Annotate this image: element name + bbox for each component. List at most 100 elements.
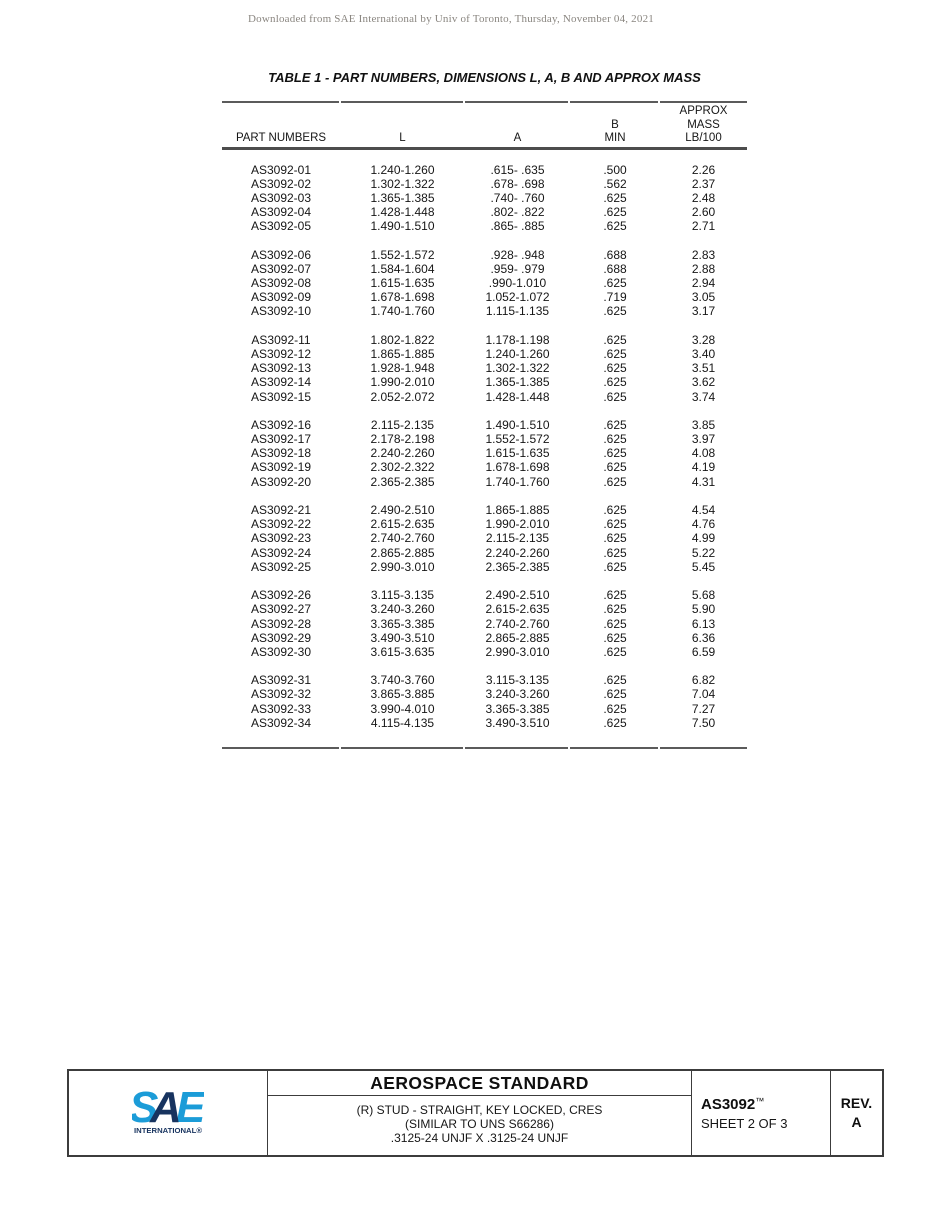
table-row: AS3092-15 2.052-2.072 1.428-1.448 .625 3.74	[222, 390, 747, 404]
table-cell: AS3092-02	[250, 176, 312, 191]
table-cell: 1.365-1.385	[485, 375, 550, 390]
parts-table: PART NUMBERS L A B MIN APPROX MASS LB/10…	[222, 101, 747, 749]
table-cell: AS3092-27	[250, 602, 312, 617]
table-cell: 4.08	[691, 446, 716, 461]
table-cell: 3.240-3.260	[370, 602, 435, 617]
table-cell: 6.36	[691, 630, 716, 645]
column-header-a: A	[513, 132, 522, 144]
table-cell: .625	[603, 219, 627, 234]
table-cell: 1.115-1.135	[485, 304, 550, 319]
table-cell: AS3092-11	[251, 332, 311, 347]
table-cell: 3.97	[691, 432, 716, 447]
table-cell: 3.490-3.510	[485, 715, 550, 730]
table-cell: AS3092-31	[250, 673, 312, 688]
table-cell: AS3092-26	[250, 588, 312, 603]
table-cell: AS3092-30	[250, 644, 312, 659]
table-cell: 2.615-2.635	[370, 517, 435, 532]
table-cell: 1.615-1.635	[485, 446, 550, 461]
table-row-group: AS3092-21 2.490-2.510 1.865-1.885.625 4.54 A…	[222, 503, 747, 574]
table-cell: 1.552-1.572	[485, 432, 550, 447]
table-cell: AS3092-18	[250, 446, 312, 461]
table-row: AS3092-28 3.365-3.385 2.740-2.760 .625 6.13	[222, 617, 747, 631]
table-cell: AS3092-03	[250, 190, 312, 205]
table-cell: .625	[603, 375, 627, 390]
table-row-group: AS3092-11 1.802-1.822 1.178-1.198.625 3.28 A…	[222, 333, 747, 404]
table-row-group: AS3092-26 3.115-3.135 2.490-2.510.625 5.68 A…	[222, 588, 747, 659]
table-cell: 1.302-1.322	[485, 361, 550, 376]
table-row-group: AS3092-16 2.115-2.135 1.490-1.510.625 3.85 A…	[222, 418, 747, 489]
table-cell: .625	[603, 446, 627, 461]
column-header-l: L	[399, 132, 406, 144]
table-cell: AS3092-08	[250, 276, 312, 290]
table-cell: .625	[603, 616, 627, 631]
table-row: AS3092-09 1.678-1.698 1.052-1.072 .719 3.05	[222, 290, 747, 304]
table-row: AS3092-14 1.990-2.010 1.365-1.385 .625 3.62	[222, 375, 747, 389]
table-row: AS3092-26 3.115-3.135 2.490-2.510 .625 5.68	[222, 588, 747, 602]
document-type-heading: AEROSPACE STANDARD	[268, 1071, 691, 1096]
table-cell: 3.490-3.510	[370, 630, 435, 645]
revision-label: REV.	[840, 1095, 873, 1111]
table-cell: 2.865-2.885	[485, 630, 550, 645]
table-row: AS3092-22 2.615-2.635 1.990-2.010 .625 4.76	[222, 517, 747, 531]
table-cell: 1.678-1.698	[485, 460, 550, 475]
logo-letter-s: S	[132, 1087, 158, 1132]
document-number-text: AS3092	[701, 1095, 756, 1113]
table-cell: 3.85	[691, 417, 716, 432]
logo-cell: S E A INTERNATIONAL®	[69, 1071, 268, 1155]
table-row: AS3092-11 1.802-1.822 1.178-1.198 .625 3.28	[222, 333, 747, 347]
table-row: AS3092-17 2.178-2.198 1.552-1.572 .625 3.97	[222, 432, 747, 446]
table-row: AS3092-19 2.302-2.322 1.678-1.698 .625 4.19	[222, 460, 747, 474]
table-cell: 4.115-4.135	[370, 715, 435, 730]
table-cell: AS3092-09	[250, 290, 312, 305]
table-cell: AS3092-12	[250, 346, 312, 361]
table-cell: 2.83	[691, 247, 716, 262]
table-cell: .688	[603, 247, 627, 262]
column-header-approx-mass: APPROX MASS LB/100	[679, 105, 728, 144]
column-header-b-min: B MIN	[604, 118, 626, 145]
table-cell: .625	[603, 517, 627, 532]
table-cell: .625	[603, 304, 627, 319]
table-cell: 4.99	[691, 531, 716, 546]
table-cell: .625	[603, 332, 627, 347]
table-cell: AS3092-14	[250, 375, 312, 390]
table-row: AS3092-12 1.865-1.885 1.240-1.260 .625 3.40	[222, 347, 747, 361]
standard-cell: AEROSPACE STANDARD (R) STUD - STRAIGHT, …	[268, 1071, 692, 1155]
table-cell: AS3092-28	[250, 616, 312, 631]
table-cell: .678- .698	[490, 176, 545, 191]
table-cell: AS3092-32	[250, 687, 312, 702]
logo-letter-a: A	[149, 1087, 182, 1132]
standard-title-line: (R) STUD - STRAIGHT, KEY LOCKED, CRES	[356, 1103, 603, 1117]
table-cell: 1.990-2.010	[485, 517, 550, 532]
table-cell: 4.54	[691, 503, 716, 517]
table-cell: 5.68	[691, 588, 716, 603]
table-cell: .625	[603, 602, 627, 617]
table-cell: 6.82	[691, 673, 716, 688]
table-cell: .562	[603, 176, 627, 191]
table-cell: .740- .760	[490, 190, 545, 205]
table-cell: 2.26	[691, 162, 716, 177]
table-cell: AS3092-10	[250, 304, 312, 319]
table-row: AS3092-20 2.365-2.385 1.740-1.760 .625 4.31	[222, 475, 747, 489]
table-row: AS3092-23 2.740-2.760 2.115-2.135 .625 4.99	[222, 531, 747, 545]
table-cell: 1.365-1.385	[370, 190, 435, 205]
table-cell: 2.365-2.385	[370, 474, 435, 489]
title-block: S E A INTERNATIONAL® AEROSPACE STANDARD …	[67, 1069, 884, 1157]
table-cell: 2.94	[691, 276, 716, 290]
table-cell: .625	[603, 588, 627, 603]
table-cell: AS3092-21	[250, 503, 312, 517]
table-cell: 3.40	[691, 346, 716, 361]
table-cell: 4.76	[691, 517, 716, 532]
table-cell: 1.865-1.885	[485, 503, 550, 517]
table-cell: 6.13	[691, 616, 716, 631]
table-row: AS3092-33 3.990-4.010 3.365-3.385 .625 7.27	[222, 702, 747, 716]
standard-title-line: (SIMILAR TO UNS S66286)	[405, 1117, 554, 1131]
table-cell: 3.115-3.135	[370, 588, 435, 603]
table-cell: .625	[603, 531, 627, 546]
table-cell: 3.365-3.385	[370, 616, 435, 631]
revision-value: A	[851, 1114, 862, 1130]
table-cell: 3.28	[691, 332, 716, 347]
table-title: TABLE 1 - PART NUMBERS, DIMENSIONS L, A,…	[268, 70, 701, 85]
standard-title-line: .3125-24 UNJF X .3125-24 UNJF	[390, 1131, 569, 1145]
table-cell: 2.615-2.635	[485, 602, 550, 617]
table-cell: 3.615-3.635	[370, 644, 435, 659]
